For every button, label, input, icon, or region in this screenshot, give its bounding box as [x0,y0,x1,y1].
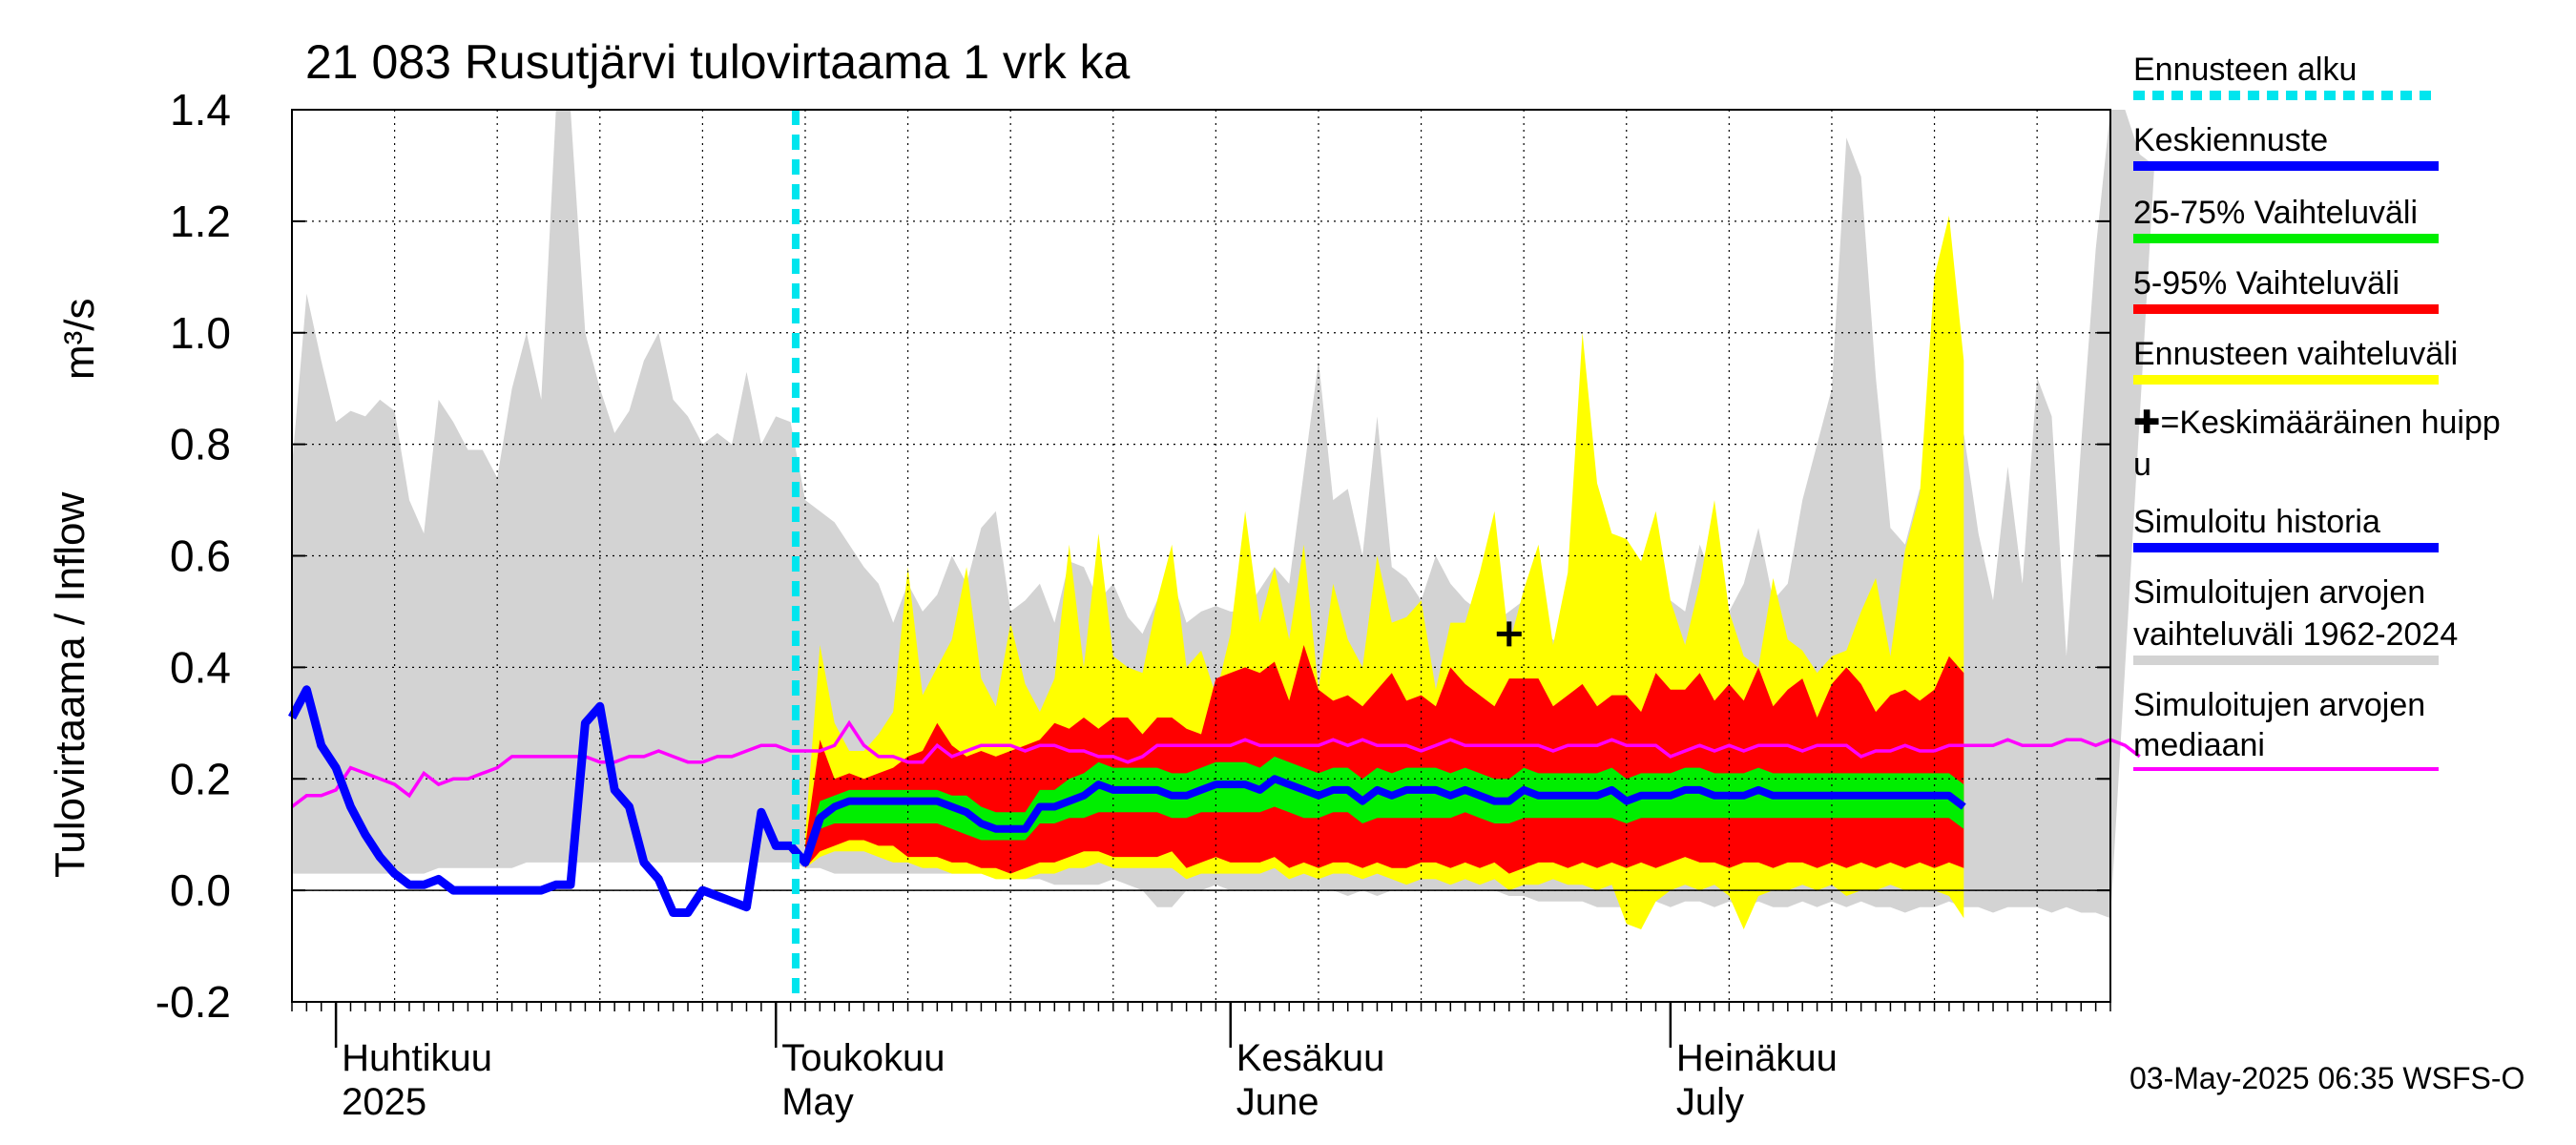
legend-label: Ennusteen vaihteluväli [2133,336,2458,372]
legend-label-line2: vaihteluväli 1962-2024 [2133,616,2458,653]
mean-peak-marker [1496,621,1522,647]
x-month-label: Huhtikuu [342,1037,492,1079]
y-tick-label: 1.0 [170,308,231,358]
legend-label: Keskiennuste [2133,122,2328,158]
median-line [290,719,2141,808]
footer-timestamp: 03-May-2025 06:35 WSFS-O [2129,1061,2524,1095]
legend-label: Simuloitujen arvojen [2133,687,2425,723]
legend-label: 5-95% Vaihteluväli [2133,265,2399,302]
mean-forecast-line [801,775,1966,864]
y-axis-unit: m³/s [56,298,103,380]
y-tick-label: 0.4 [170,642,231,692]
legend-label: Simuloitujen arvojen [2133,574,2425,611]
history-series [288,685,824,917]
history-line [288,685,824,917]
y-tick-label: 0.8 [170,420,231,469]
mean-forecast-series [801,775,1966,864]
y-tick-label: 0.6 [170,531,231,581]
x-month-label: Kesäkuu [1236,1037,1385,1079]
x-month-sublabel: July [1676,1081,1744,1123]
axis-ticks: -0.2 0.0 0.2 0.4 0.6 0.8 1.0 1.2 1.4 Huhtikuu2025… [156,85,2111,1123]
legend-label: ✚=Keskimääräinen huipp [2133,405,2501,441]
legend: Ennusteen alku Keskiennuste 25-75% Vaihtel… [2133,52,2501,771]
legend-label: Simuloitu historia [2133,504,2380,540]
y-tick-label: 0.2 [170,754,231,803]
y-axis-label: Tulovirtaama / Inflow [47,491,93,878]
y-tick-label: 1.4 [170,85,231,135]
legend-label: 25-75% Vaihteluväli [2133,195,2418,231]
y-tick-label: -0.2 [156,977,231,1027]
legend-label-line2: u [2133,447,2151,483]
x-month-sublabel: 2025 [342,1081,426,1123]
x-month-label: Toukokuu [781,1037,945,1079]
y-tick-label: 1.2 [170,197,231,246]
legend-label: Ennusteen alku [2133,52,2357,88]
median-series [290,719,2141,808]
x-month-sublabel: June [1236,1081,1319,1123]
mean-peak-plus [1496,621,1522,647]
chart-title: 21 083 Rusutjärvi tulovirtaama 1 vrk ka [305,35,1130,89]
x-month-label: Heinäkuu [1676,1037,1838,1079]
y-tick-label: 0.0 [170,865,231,915]
x-month-sublabel: May [781,1081,854,1123]
legend-label-line2: mediaani [2133,727,2265,763]
